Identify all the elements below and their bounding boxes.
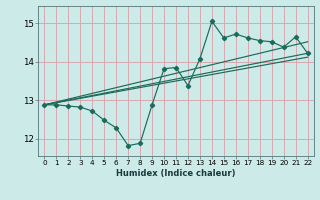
X-axis label: Humidex (Indice chaleur): Humidex (Indice chaleur) [116,169,236,178]
